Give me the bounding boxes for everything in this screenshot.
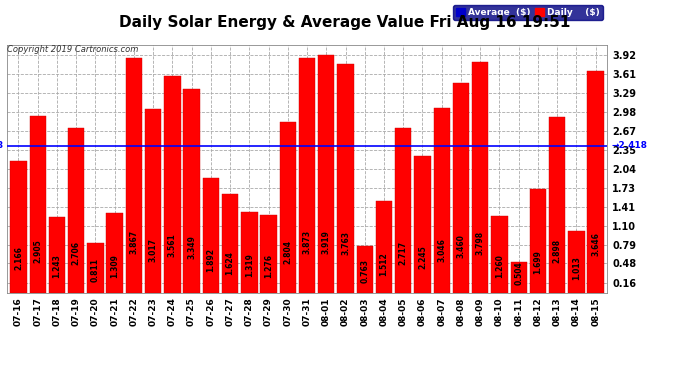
Text: 2.804: 2.804 xyxy=(284,240,293,264)
Text: 0.811: 0.811 xyxy=(91,258,100,282)
Text: 1.243: 1.243 xyxy=(52,254,61,278)
Bar xyxy=(318,55,335,292)
Bar xyxy=(433,108,450,292)
Text: 3.919: 3.919 xyxy=(322,230,331,254)
Bar xyxy=(472,62,489,292)
Bar xyxy=(395,128,411,292)
Bar xyxy=(184,89,200,292)
Text: →2.418: →2.418 xyxy=(611,141,647,150)
Bar xyxy=(222,194,238,292)
Bar xyxy=(299,57,315,292)
Text: 3.798: 3.798 xyxy=(475,231,484,255)
Text: 2.898: 2.898 xyxy=(553,239,562,263)
Bar xyxy=(49,217,65,292)
Bar xyxy=(241,213,257,292)
Text: 2.717: 2.717 xyxy=(399,241,408,265)
Text: 1.260: 1.260 xyxy=(495,254,504,278)
Bar xyxy=(279,122,296,292)
Text: 2.245: 2.245 xyxy=(418,245,427,269)
Bar xyxy=(203,178,219,292)
Text: 1.624: 1.624 xyxy=(226,251,235,275)
Bar xyxy=(530,189,546,292)
Text: Copyright 2019 Cartronics.com: Copyright 2019 Cartronics.com xyxy=(7,45,138,54)
Text: 3.873: 3.873 xyxy=(302,230,312,254)
Bar xyxy=(549,117,565,292)
Text: 3.349: 3.349 xyxy=(187,235,196,259)
Bar xyxy=(106,213,123,292)
Bar xyxy=(337,64,354,292)
Bar xyxy=(357,246,373,292)
Bar xyxy=(126,58,142,292)
Text: 0.763: 0.763 xyxy=(360,258,369,282)
Text: ← 2.418: ← 2.418 xyxy=(0,141,3,150)
Text: 1.892: 1.892 xyxy=(206,248,215,272)
Bar xyxy=(260,215,277,292)
Text: 2.905: 2.905 xyxy=(33,239,42,263)
Bar xyxy=(87,243,104,292)
Bar xyxy=(68,128,84,292)
Text: 1.512: 1.512 xyxy=(380,252,388,276)
Text: Daily Solar Energy & Average Value Fri Aug 16 19:51: Daily Solar Energy & Average Value Fri A… xyxy=(119,15,571,30)
Text: 1.276: 1.276 xyxy=(264,254,273,278)
Text: 3.017: 3.017 xyxy=(148,238,157,262)
Text: 1.699: 1.699 xyxy=(533,250,542,274)
Text: 3.867: 3.867 xyxy=(130,230,139,254)
Text: 3.460: 3.460 xyxy=(457,234,466,258)
Bar xyxy=(376,201,392,292)
Text: 3.046: 3.046 xyxy=(437,238,446,262)
Bar xyxy=(569,231,584,292)
Bar xyxy=(491,216,508,292)
Text: 3.646: 3.646 xyxy=(591,232,600,256)
Text: 2.166: 2.166 xyxy=(14,246,23,270)
Bar xyxy=(511,262,527,292)
Bar xyxy=(10,161,27,292)
Text: 1.319: 1.319 xyxy=(245,254,254,278)
Text: 1.309: 1.309 xyxy=(110,254,119,278)
Text: 0.504: 0.504 xyxy=(514,261,523,285)
Bar xyxy=(30,116,46,292)
Bar xyxy=(587,71,604,292)
Text: 2.706: 2.706 xyxy=(72,241,81,265)
Text: 1.013: 1.013 xyxy=(572,256,581,280)
Bar xyxy=(414,156,431,292)
Text: 3.763: 3.763 xyxy=(341,231,350,255)
Bar xyxy=(164,76,181,292)
Bar xyxy=(453,82,469,292)
Text: 3.561: 3.561 xyxy=(168,233,177,257)
Bar xyxy=(145,110,161,292)
Legend: Average  ($), Daily    ($): Average ($), Daily ($) xyxy=(453,5,602,20)
